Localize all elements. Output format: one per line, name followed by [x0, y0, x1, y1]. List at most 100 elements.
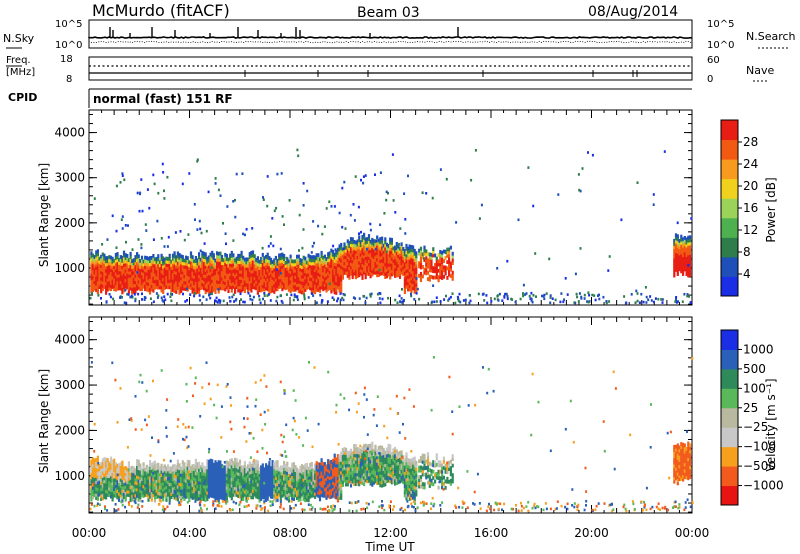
velocity-echo-cell [230, 493, 233, 498]
power-echo-cell [142, 275, 145, 280]
power-echo-cell [238, 288, 242, 293]
power-echo-cell [96, 277, 99, 282]
velocity-echo-cell [312, 490, 315, 495]
velocity-echo-cell [98, 483, 101, 487]
power-echo-cell [689, 257, 692, 262]
power-echo-cell [132, 267, 135, 272]
power-echo-cell [419, 246, 423, 251]
power-echo-cell [263, 268, 266, 273]
power-echo-cell [371, 241, 374, 245]
power-echo-cell [193, 271, 196, 276]
power-echo-cell [191, 271, 194, 275]
velocity-echo-cell [253, 477, 256, 481]
power-echo-cell [346, 239, 349, 244]
power-echo-cell [302, 281, 305, 285]
power-speckle [108, 293, 111, 296]
power-echo-cell [444, 268, 447, 273]
velocity-echo-cell [310, 490, 313, 495]
power-echo-cell [448, 250, 451, 255]
power-speckle [349, 213, 352, 217]
power-echo-cell [234, 290, 237, 294]
velocity-echo-cell [237, 487, 240, 492]
velocity-echo-cell [300, 473, 304, 478]
power-speckle [105, 301, 108, 304]
power-echo-cell [127, 289, 130, 294]
velocity-echo-cell [286, 474, 289, 479]
velocity-echo-cell [142, 494, 145, 498]
power-speckle [134, 297, 137, 301]
velocity-echo-cell [150, 472, 153, 477]
velocity-echo-cell [181, 473, 184, 477]
velocity-echo-cell [96, 465, 99, 469]
power-echo-cell [376, 248, 379, 252]
velocity-echo-cell [149, 482, 152, 486]
power-echo-cell [389, 275, 392, 280]
velocity-echo-cell [219, 463, 222, 468]
power-speckle [370, 292, 373, 296]
velocity-echo-cell [296, 467, 299, 472]
power-echo-cell [387, 256, 390, 261]
velocity-echo-cell [103, 460, 106, 465]
power-echo-cell [345, 245, 348, 250]
velocity-echo-cell [304, 492, 307, 496]
power-echo-cell [340, 274, 343, 279]
power-speckle [123, 178, 126, 182]
power-echo-cell [387, 259, 390, 264]
power-echo-cell [309, 280, 312, 284]
power-echo-cell [345, 271, 348, 275]
power-echo-cell [302, 277, 305, 282]
velocity-echo-cell [202, 465, 206, 470]
power-echo-cell [137, 263, 140, 268]
power-echo-cell [260, 285, 263, 290]
velocity-echo-cell [260, 481, 263, 485]
power-echo-cell [292, 259, 295, 264]
velocity-echo-cell [165, 491, 168, 496]
power-echo-cell [314, 271, 317, 276]
power-echo-cell [173, 254, 176, 259]
power-echo-cell [315, 269, 318, 273]
power-speckle [376, 292, 379, 296]
velocity-echo-cell [157, 462, 160, 467]
velocity-echo-cell [165, 469, 168, 474]
velocity-echo-cell [170, 488, 173, 493]
velocity-echo-cell [131, 465, 134, 470]
power-echo-cell [167, 269, 170, 274]
velocity-echo-cell [250, 495, 253, 500]
power-echo-cell [222, 286, 225, 291]
velocity-echo-cell [108, 480, 111, 485]
velocity-echo-cell [142, 487, 145, 492]
velocity-echo-cell [118, 463, 121, 467]
power-echo-cell [96, 258, 99, 263]
power-speckle [532, 294, 535, 297]
velocity-echo-cell [175, 496, 178, 501]
velocity-echo-cell [114, 468, 117, 473]
power-echo-cell [371, 247, 374, 252]
velocity-echo-cell [114, 481, 117, 486]
velocity-echo-cell [230, 487, 233, 491]
power-echo-cell [145, 278, 148, 282]
velocity-echo-cell [273, 468, 276, 473]
power-echo-cell [222, 267, 225, 272]
velocity-echo-cell [274, 470, 277, 474]
power-echo-cell [181, 274, 184, 278]
power-speckle [425, 192, 428, 195]
power-echo-cell [93, 267, 96, 272]
power-echo-cell [387, 263, 390, 267]
velocity-echo-cell [314, 472, 317, 477]
velocity-echo-cell [176, 472, 179, 476]
power-speckle [575, 292, 578, 296]
velocity-echo-cell [158, 479, 161, 483]
power-echo-cell [354, 259, 357, 264]
power-speckle [605, 300, 608, 303]
power-echo-cell [189, 254, 193, 259]
power-speckle [280, 172, 283, 175]
power-echo-cell [212, 288, 215, 292]
velocity-echo-cell [109, 488, 113, 493]
power-echo-cell [310, 255, 313, 260]
velocity-echo-cell [198, 464, 201, 469]
power-echo-cell [358, 244, 361, 249]
velocity-echo-cell [181, 460, 184, 465]
power-echo-cell [292, 288, 295, 292]
power-echo-cell [266, 271, 269, 276]
velocity-echo-cell [253, 492, 256, 497]
